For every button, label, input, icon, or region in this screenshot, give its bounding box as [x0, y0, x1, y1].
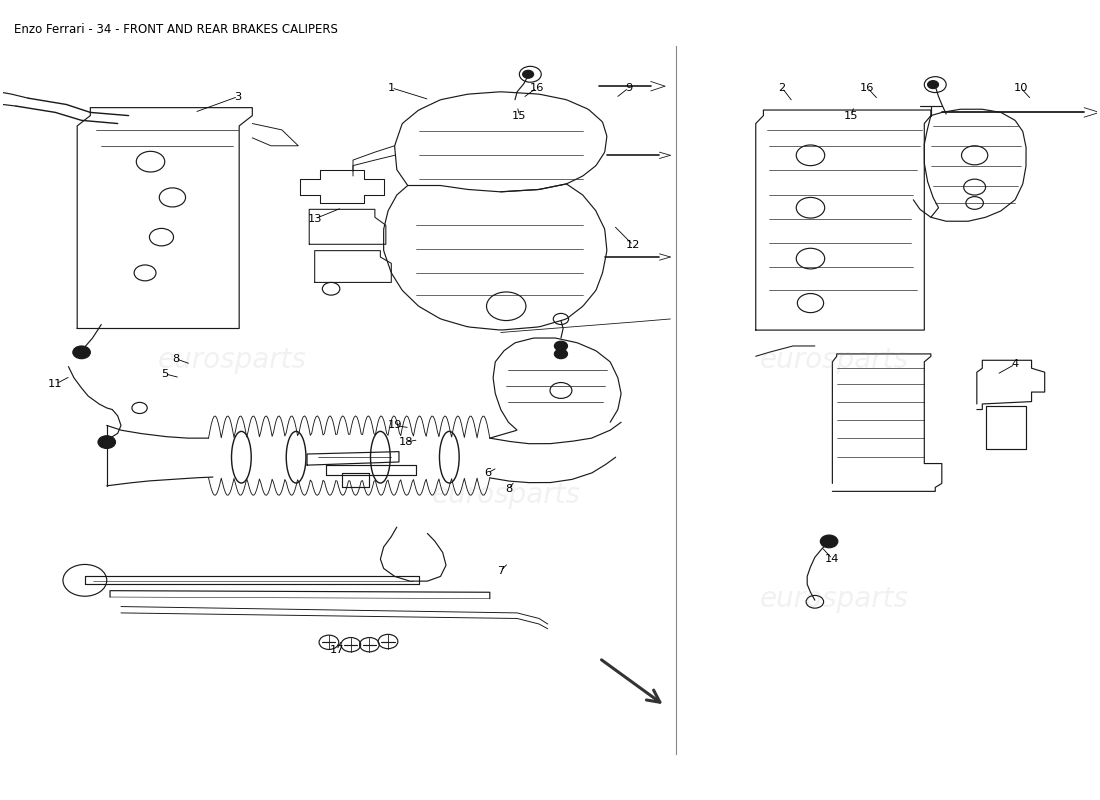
- Text: 15: 15: [513, 110, 527, 121]
- Circle shape: [554, 342, 568, 350]
- Text: 11: 11: [48, 379, 63, 389]
- Text: 19: 19: [387, 421, 402, 430]
- Text: 15: 15: [844, 110, 858, 121]
- Circle shape: [821, 535, 838, 548]
- Text: 12: 12: [626, 240, 640, 250]
- Text: 10: 10: [1013, 82, 1027, 93]
- Circle shape: [522, 70, 534, 78]
- Circle shape: [73, 346, 90, 358]
- Text: 3: 3: [234, 91, 242, 102]
- Text: 9: 9: [625, 82, 632, 93]
- Text: 4: 4: [1012, 359, 1019, 370]
- Text: 16: 16: [530, 82, 544, 93]
- Text: 16: 16: [860, 82, 875, 93]
- Text: 7: 7: [497, 566, 505, 576]
- Text: eurosparts: eurosparts: [760, 585, 909, 613]
- Text: 14: 14: [825, 554, 839, 564]
- Circle shape: [927, 81, 938, 89]
- Text: 18: 18: [398, 437, 412, 447]
- Text: Enzo Ferrari - 34 - FRONT AND REAR BRAKES CALIPERS: Enzo Ferrari - 34 - FRONT AND REAR BRAKE…: [13, 22, 338, 36]
- Text: eurosparts: eurosparts: [431, 482, 581, 510]
- Text: 8: 8: [505, 484, 512, 494]
- Text: eurosparts: eurosparts: [158, 346, 307, 374]
- Text: 5: 5: [161, 369, 168, 378]
- Text: 8: 8: [172, 354, 179, 364]
- Text: eurosparts: eurosparts: [760, 346, 909, 374]
- Text: 2: 2: [779, 82, 785, 93]
- Circle shape: [98, 436, 116, 449]
- Text: 13: 13: [307, 214, 322, 224]
- Text: 6: 6: [484, 468, 492, 478]
- Circle shape: [554, 349, 568, 358]
- Text: 17: 17: [329, 646, 344, 655]
- Text: 1: 1: [387, 82, 395, 93]
